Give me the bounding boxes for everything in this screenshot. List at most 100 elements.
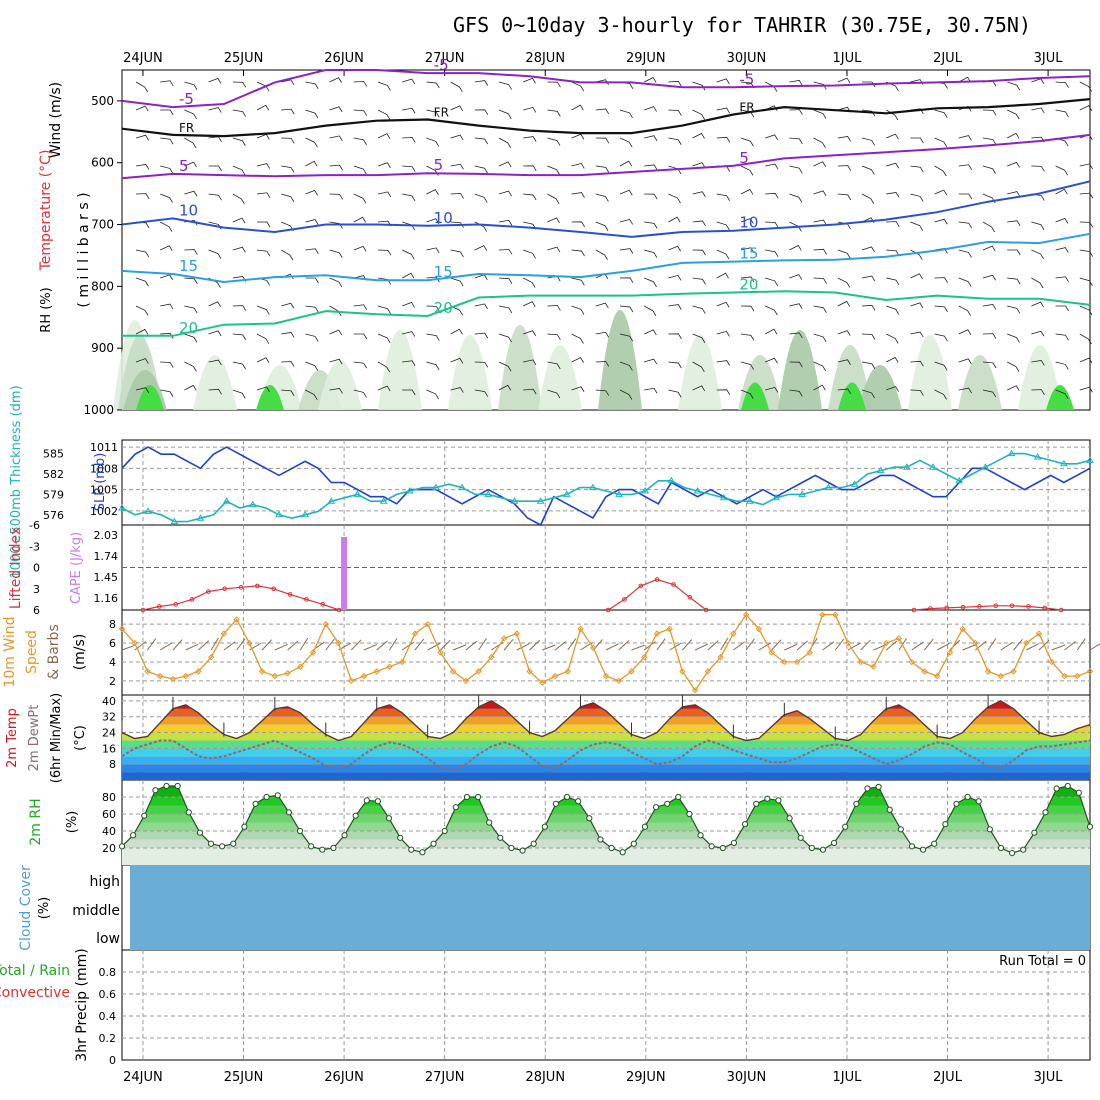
y-tick-label: 8 xyxy=(109,758,116,771)
wind-speed-point xyxy=(271,672,279,680)
wind-barb xyxy=(210,637,219,651)
wind-speed-point xyxy=(258,668,266,675)
wind-barb xyxy=(402,249,415,260)
wind-barb xyxy=(426,137,440,147)
wind-speed-point xyxy=(997,672,1005,680)
date-label-top: 26JUN xyxy=(324,51,364,66)
wind-barb xyxy=(789,361,803,368)
cloud-level-label: high xyxy=(89,874,120,890)
wind-speed-point xyxy=(704,668,712,675)
wind-barb xyxy=(619,218,634,225)
cape-tick-label: 2.03 xyxy=(94,529,119,542)
wind-barb xyxy=(1031,330,1045,337)
rh-point xyxy=(441,827,448,835)
cape-tick-label: 1.16 xyxy=(94,592,119,605)
y-tick-label: 0.6 xyxy=(99,988,117,1001)
wind-barb xyxy=(450,277,464,287)
wind-barb xyxy=(426,109,440,118)
lifted-index-point xyxy=(703,607,709,613)
ylabel-wind10m: & Barbs xyxy=(46,624,62,680)
lifted-index-point xyxy=(287,592,293,597)
wind-barb xyxy=(401,641,415,651)
date-label-bottom: 26JUN xyxy=(324,1070,364,1085)
wind-barb xyxy=(402,78,416,85)
wind-barb xyxy=(121,644,136,651)
wind-barb xyxy=(172,639,183,651)
rh-point xyxy=(241,823,248,830)
wind-barb xyxy=(299,637,309,651)
wind-barb xyxy=(547,217,560,224)
wind-barb xyxy=(668,333,682,340)
isotherm-10 xyxy=(121,180,1091,238)
rh-shade xyxy=(538,345,582,410)
wind-speed-point xyxy=(500,635,508,642)
rh-point xyxy=(908,843,916,850)
rh-point xyxy=(819,846,827,853)
wind-speed-point xyxy=(360,672,368,680)
wind-barb xyxy=(256,357,270,363)
rh-point xyxy=(797,834,804,841)
wind-barb xyxy=(861,246,875,253)
date-label-top: 3JUL xyxy=(1034,51,1064,66)
thickness-point xyxy=(955,476,964,484)
rh-point xyxy=(1042,809,1049,816)
wind-barb xyxy=(716,221,730,231)
rh-point xyxy=(619,849,626,856)
wind-barb xyxy=(1079,105,1093,111)
rh-point xyxy=(196,829,203,836)
wind-barb xyxy=(910,389,924,396)
isotherm--5 xyxy=(121,69,1091,109)
wind-barb xyxy=(305,277,319,284)
wind-barb xyxy=(474,245,488,251)
rh-point xyxy=(730,839,738,847)
wind-barb xyxy=(571,133,585,140)
wind-barb xyxy=(350,639,362,651)
wind-barb xyxy=(377,361,391,373)
wind-barb xyxy=(184,277,198,285)
wind-barb xyxy=(644,221,658,229)
wind-barb xyxy=(160,389,174,397)
wind-barb xyxy=(1031,107,1045,114)
wind-barb xyxy=(837,359,851,365)
temperature-line xyxy=(121,700,1091,742)
wind-barb xyxy=(232,165,246,176)
wind-speed-point xyxy=(755,625,763,633)
wind-barb xyxy=(571,249,585,257)
wind-barb xyxy=(740,218,754,224)
wind-barb xyxy=(813,248,827,255)
wind-barb xyxy=(208,388,222,395)
wind-barb xyxy=(232,193,245,205)
wind-barb xyxy=(861,109,876,117)
date-label-top: 28JUN xyxy=(525,51,565,66)
wind-barb xyxy=(716,136,731,143)
wind-barb xyxy=(910,302,924,309)
wind-speed-line xyxy=(121,613,1091,692)
wind-barb xyxy=(958,221,973,229)
temp-band xyxy=(122,748,1090,757)
wind-barb xyxy=(281,361,295,367)
rh-point xyxy=(741,821,749,828)
wind-barb xyxy=(1079,277,1093,286)
wind-barb xyxy=(1076,638,1086,651)
wind-barb xyxy=(934,389,947,400)
wind-barb xyxy=(547,193,560,205)
rh-band xyxy=(122,831,1090,840)
rh-point xyxy=(775,797,782,804)
thickness-point xyxy=(589,483,597,491)
wind-barb xyxy=(644,106,657,112)
thickness-point xyxy=(798,490,807,497)
wind-barb xyxy=(159,642,173,651)
wind-speed-point xyxy=(475,668,482,675)
wind-barb xyxy=(644,277,657,287)
wind-barb xyxy=(740,247,755,253)
wind-barb xyxy=(758,642,772,651)
wind-barb xyxy=(547,389,561,399)
wind-barb xyxy=(184,333,198,343)
isotherm-label: -5 xyxy=(739,70,754,88)
wind-barb xyxy=(813,361,827,372)
wind-barb xyxy=(377,109,391,120)
wind-barb xyxy=(668,389,682,398)
wind-barb xyxy=(694,643,709,651)
y-tick-label: 40 xyxy=(102,695,116,708)
wind-barb xyxy=(796,640,808,651)
